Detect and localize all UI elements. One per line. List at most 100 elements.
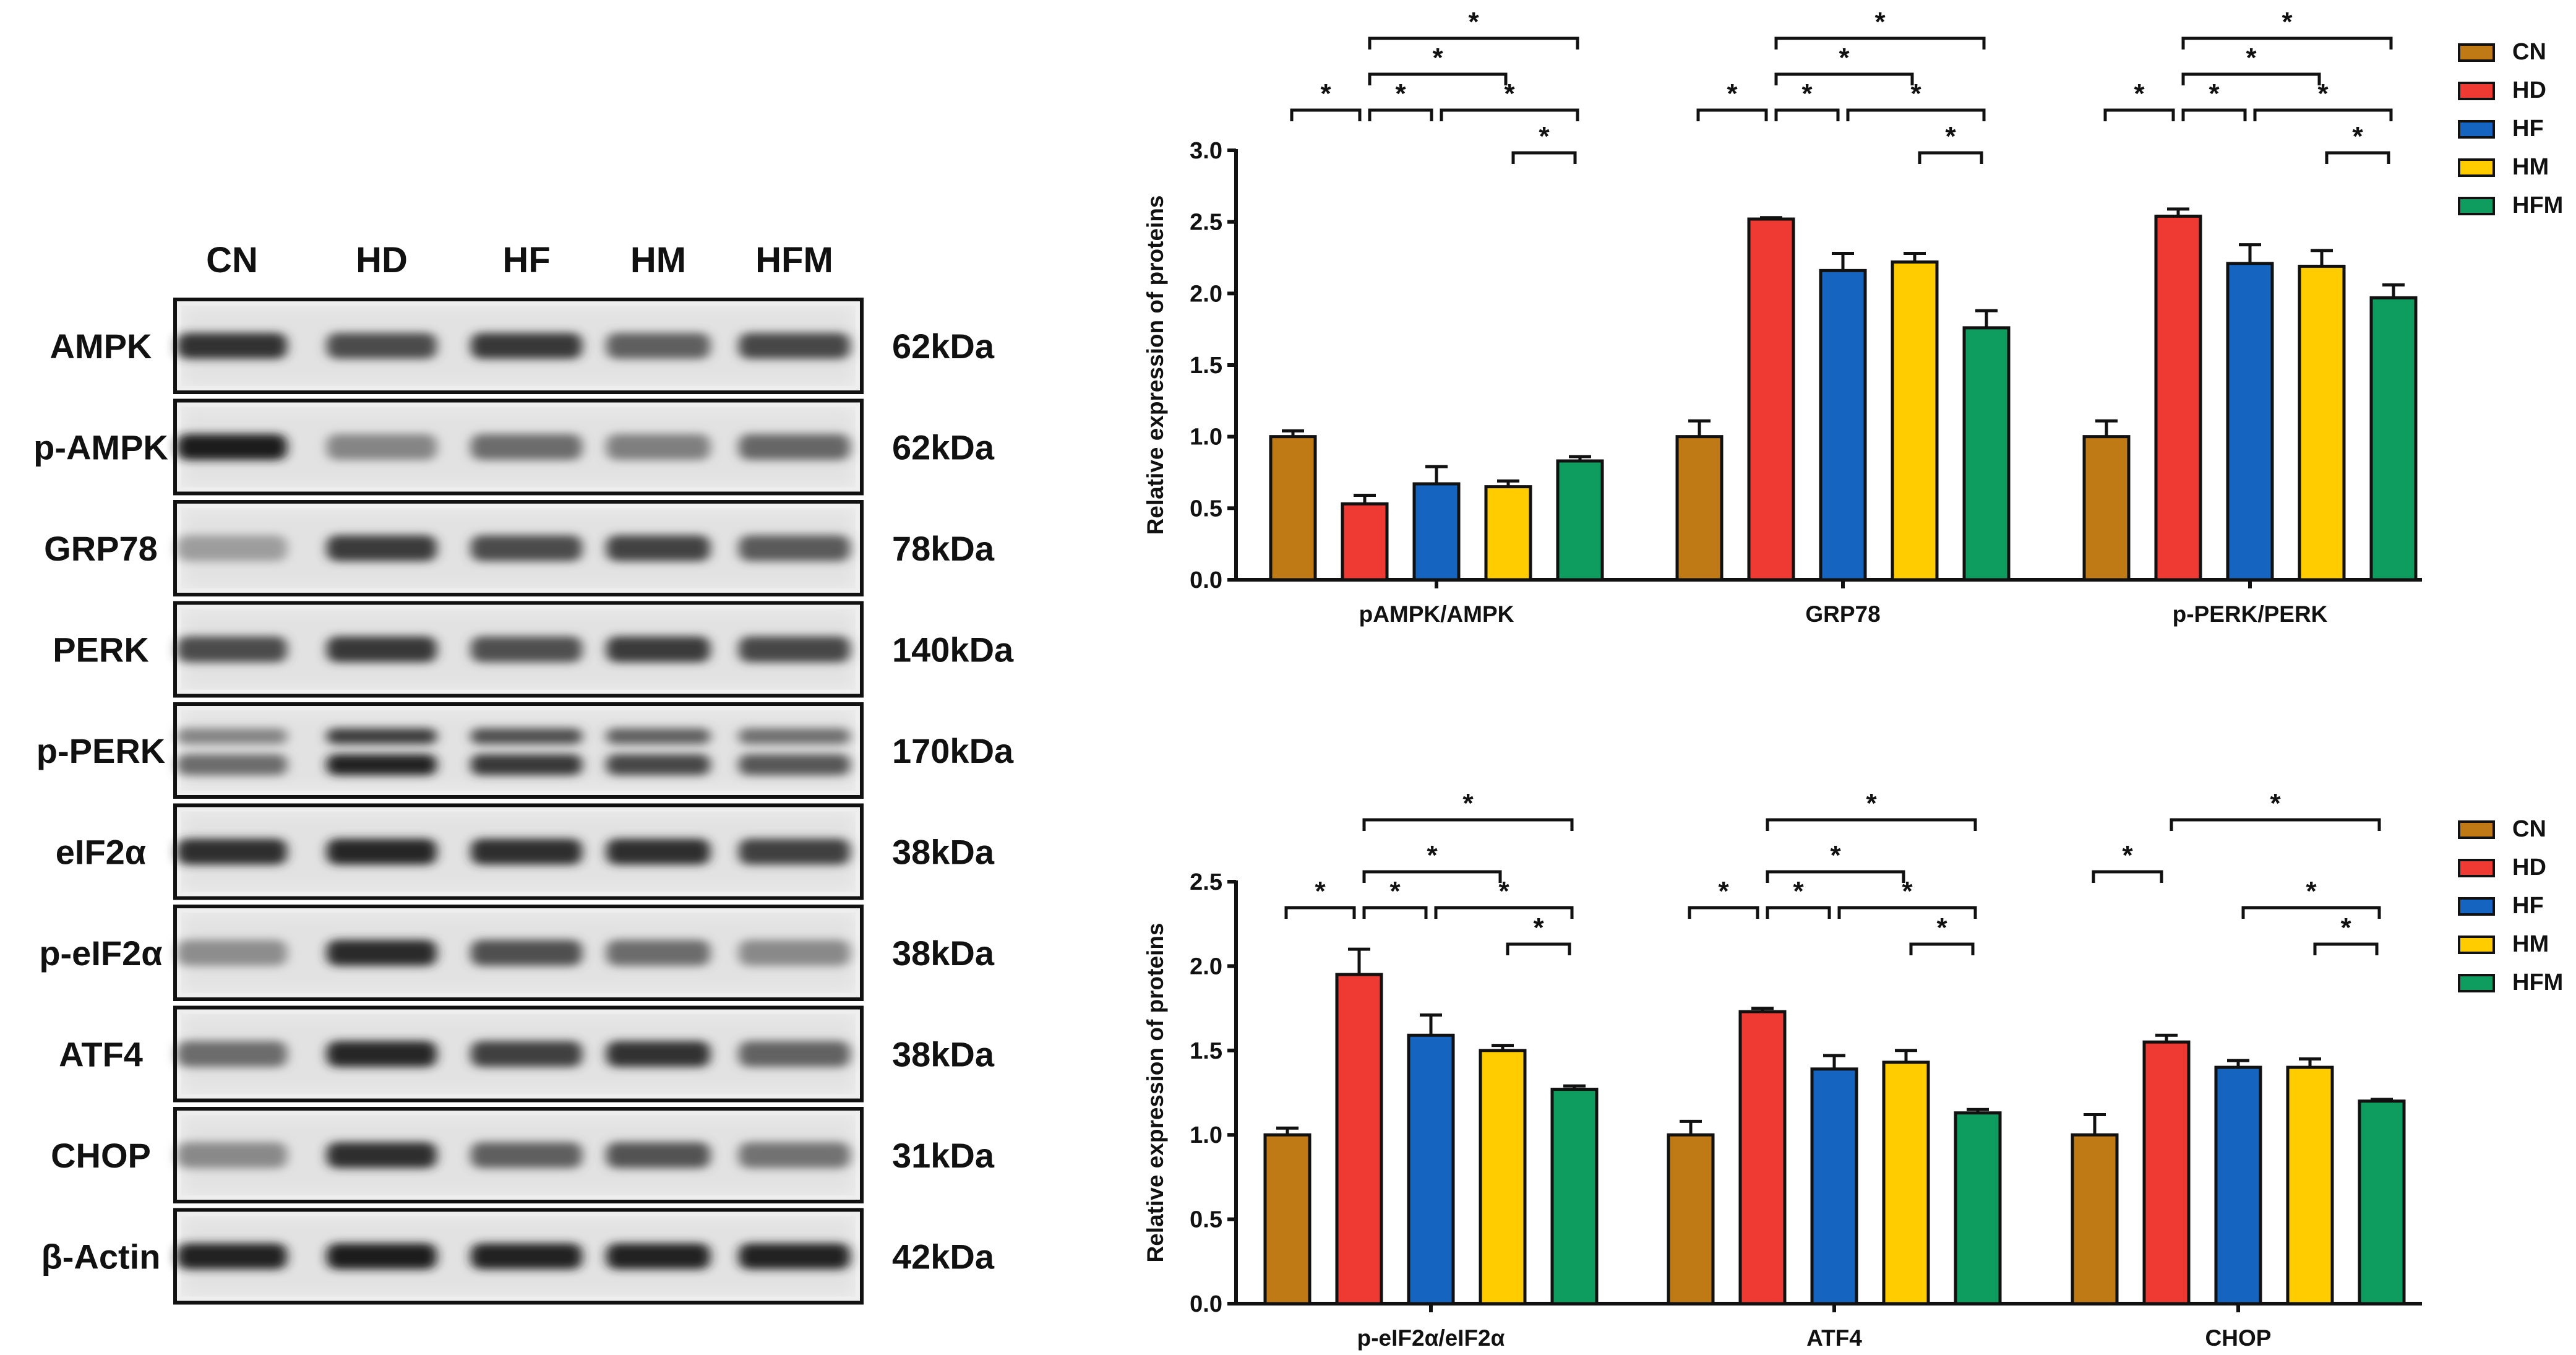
sig-bracket (2092, 870, 2163, 883)
bar-pampk-ampk-hd (1341, 502, 1389, 582)
bar-atf4-hd (1738, 1010, 1787, 1306)
size-label-eif2: 38kDa (892, 833, 995, 872)
band-actin-hd (327, 1243, 437, 1270)
blot-strip-frame (173, 1208, 864, 1305)
sig-bracket (1766, 870, 1905, 883)
sig-bracket (2181, 108, 2247, 121)
sig-star: * (2134, 79, 2145, 109)
bar-atf4-cn (1667, 1133, 1715, 1306)
band-p-ampk-hf (471, 434, 582, 460)
band-p-eif2-hf (471, 940, 582, 966)
band-grp78-hd (327, 535, 437, 561)
band-grp78-hf (471, 535, 582, 561)
sig-bracket (1688, 906, 1759, 919)
sig-star: * (2270, 788, 2281, 819)
bar-pampk-ampk-hfm (1556, 459, 1604, 582)
band-ampk-hd (327, 333, 437, 359)
sig-bracket (1368, 37, 1579, 49)
size-label-actin: 42kDa (892, 1237, 995, 1276)
band-grp78-hm (606, 535, 710, 561)
sig-star: * (1395, 79, 1406, 109)
blot-strip-frame (173, 500, 864, 596)
y-tick-label: 2.0 (1190, 953, 1222, 979)
protein-label-atf4: ATF4 (59, 1035, 143, 1074)
sig-star: * (2282, 7, 2293, 37)
band-p-perk-hm-upper (606, 728, 710, 744)
sig-star: * (1427, 840, 1438, 871)
band-p-ampk-hfm (739, 434, 850, 460)
sig-star: * (1498, 876, 1509, 906)
sig-bracket (1290, 108, 1362, 121)
band-p-perk-hd-upper (327, 728, 437, 744)
y-tick-label: 0.0 (1190, 567, 1222, 593)
sig-star: * (1874, 7, 1886, 37)
bar-chop-hd (2142, 1040, 2191, 1306)
band-p-ampk-cn (177, 434, 287, 460)
y-tick-label: 2.5 (1190, 869, 1222, 895)
band-chop-hf (471, 1142, 582, 1168)
band-perk-hf (471, 636, 582, 663)
band-chop-cn (177, 1142, 287, 1168)
sig-star: * (1902, 876, 1913, 906)
blot-strip-frame (173, 803, 864, 900)
band-grp78-cn (177, 535, 287, 561)
sig-star: * (1945, 121, 1956, 152)
bar-chart-top: 0.0 0.5 1.0 1.5 2.0 2.5 3.0 Relative expression… (1143, 7, 2563, 627)
sig-star: * (1533, 913, 1544, 943)
sig-star: * (2340, 913, 2351, 943)
sig-bracket (1696, 108, 1768, 121)
sig-bracket (2253, 108, 2393, 121)
sig-bracket (1766, 906, 1831, 919)
y-axis-title: Relative expression of proteins (1143, 923, 1168, 1262)
sig-star: * (1936, 913, 1947, 943)
western-blot-panel: CN HD HF HM HFM AMPK 62kDa p-AMPK 62kDa GRP78 78kD… (33, 240, 1014, 1305)
band-atf4-hd (327, 1041, 437, 1067)
band-chop-hfm (739, 1142, 850, 1168)
legend-swatch-hd (2458, 82, 2495, 100)
band-ampk-hfm (739, 333, 850, 359)
legend-swatch-cn (2458, 43, 2495, 62)
bar-p-eif2-eif2-hd (1335, 973, 1383, 1306)
band-p-perk-hf-upper (471, 728, 582, 744)
bar-grp78-hfm (1962, 326, 2011, 582)
band-p-eif2-hm (606, 940, 710, 966)
blot-strip-frame (173, 702, 864, 799)
band-actin-hfm (739, 1243, 850, 1270)
x-tick-label-atf4: ATF4 (1806, 1325, 1862, 1351)
sig-bracket (1511, 151, 1577, 164)
bar-chart-bottom: 0.0 0.5 1.0 1.5 2.0 2.5 Relative expression of… (1143, 788, 2563, 1351)
sig-star: * (2246, 43, 2257, 73)
lane-label-cn: CN (206, 240, 258, 280)
band-grp78-hfm (739, 535, 850, 561)
band-p-perk-hfm-lower (739, 754, 850, 775)
lane-label-hm: HM (630, 240, 686, 280)
band-p-ampk-hd (327, 434, 437, 460)
lane-label-hfm: HFM (755, 240, 833, 280)
sig-bracket (1284, 906, 1356, 919)
bar-pampk-ampk-hf (1412, 482, 1461, 582)
sig-star: * (1315, 876, 1326, 906)
protein-label-chop: CHOP (51, 1136, 151, 1175)
bar-p-perk-perk-hm (2298, 264, 2346, 582)
blot-strip-frame (173, 601, 864, 698)
protein-label-perk: PERK (53, 630, 149, 669)
protein-label-ampk: AMPK (50, 327, 152, 366)
sig-star: * (2352, 121, 2363, 152)
band-ampk-hm (606, 333, 710, 359)
sig-star: * (1866, 788, 1877, 819)
band-perk-hm (606, 636, 710, 663)
x-tick-label-grp78: GRP78 (1805, 601, 1880, 627)
sig-bracket (1362, 906, 1428, 919)
x-tick-label-p-eif2-eif2: p-eIF2α/eIF2α (1357, 1325, 1505, 1351)
sig-bracket (1434, 906, 1574, 919)
sig-bracket (1774, 37, 1986, 49)
sig-bracket (2103, 108, 2175, 121)
bar-grp78-hd (1747, 217, 1795, 582)
bar-atf4-hm (1882, 1060, 1930, 1306)
sig-bracket (1918, 151, 1983, 164)
sig-bracket (2325, 151, 2390, 164)
size-label-p-perk: 170kDa (892, 731, 1014, 770)
band-p-perk-hf-lower (471, 754, 582, 775)
sig-star: * (2306, 876, 2317, 906)
band-atf4-hf (471, 1041, 582, 1067)
